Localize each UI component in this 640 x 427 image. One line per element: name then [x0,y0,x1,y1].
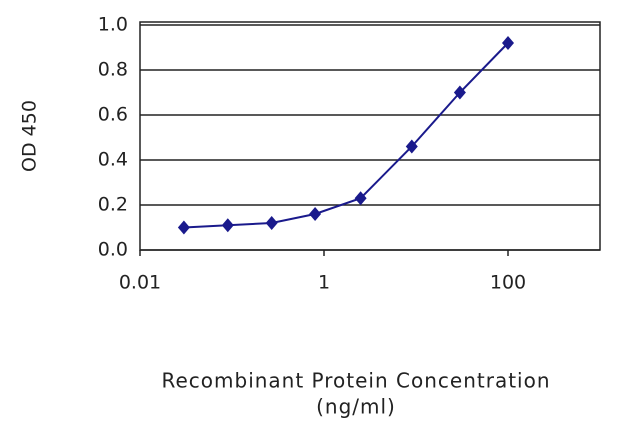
data-point [221,218,234,233]
data-point [309,207,322,221]
data-point [453,85,466,100]
data-point [502,36,514,50]
y-tick-label: 1.0 [98,14,128,36]
y-tick-label: 0.2 [98,194,128,216]
data-point [354,191,367,206]
x-axis-unit: (ng/ml) [316,395,396,419]
y-axis-label: OD 450 [19,100,41,172]
data-point [405,139,418,154]
plot-frame [139,21,601,251]
y-tick-label: 0.4 [98,149,128,171]
x-tick-label: 0.01 [119,272,161,294]
y-tick-label: 0.8 [98,59,128,81]
y-tick-label: 0.0 [98,239,128,261]
data-line [183,42,509,229]
x-axis-label: Recombinant Protein Concentration [161,369,550,393]
x-tick-label: 100 [490,272,526,294]
data-point [177,220,190,235]
x-tick-label: 1 [318,272,330,294]
data-point [265,216,278,230]
y-tick-label: 0.6 [98,104,128,126]
